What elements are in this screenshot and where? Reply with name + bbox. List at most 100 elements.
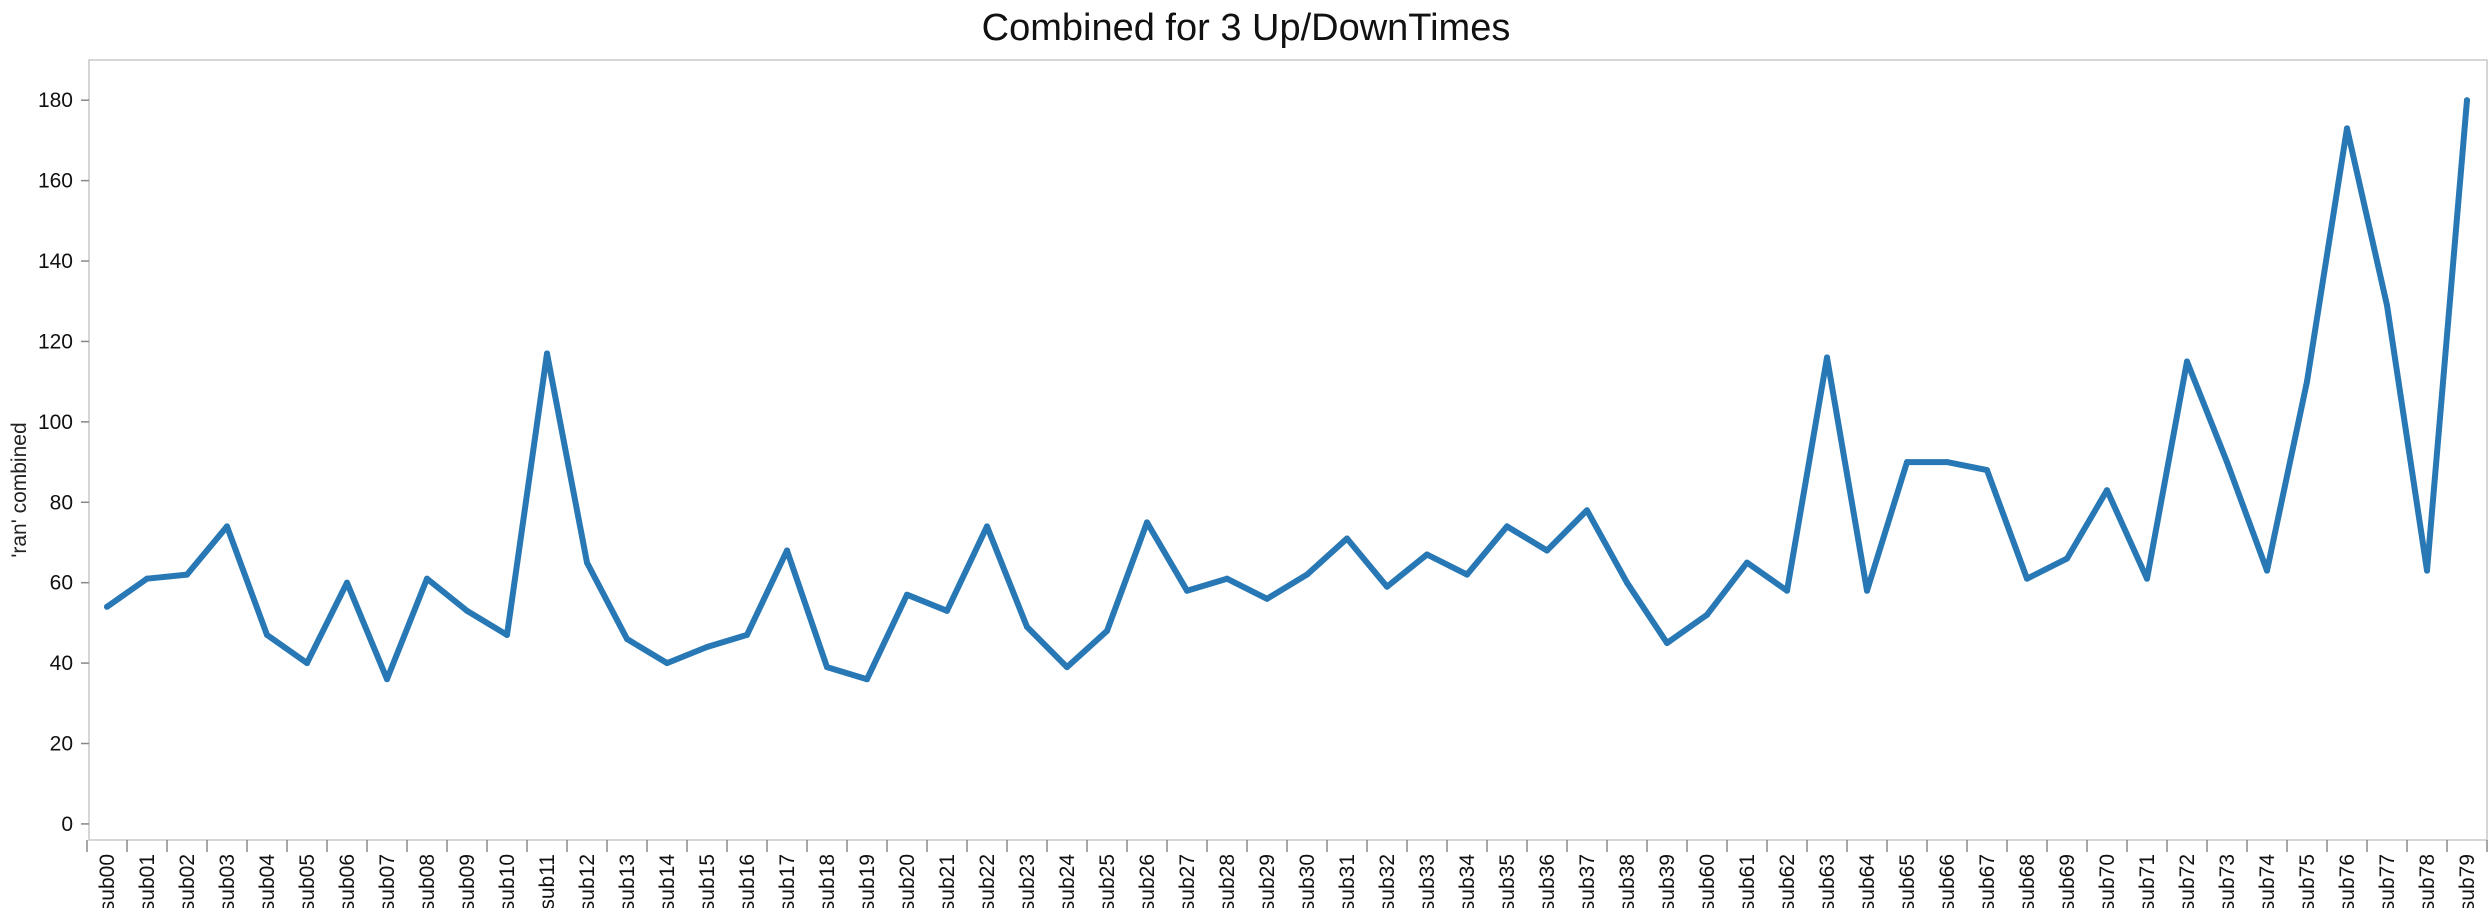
data-point	[1904, 459, 1910, 466]
x-tick-label: sub64	[1856, 854, 1879, 908]
data-point	[1504, 523, 1510, 530]
x-tick-label: sub23	[1016, 854, 1039, 908]
x-tick-label: sub38	[1616, 854, 1639, 908]
x-tick-label: sub67	[1976, 854, 1999, 908]
data-point	[2344, 125, 2350, 132]
data-point	[584, 559, 590, 566]
series-line	[104, 97, 2470, 683]
x-tick-label: sub29	[1256, 854, 1279, 908]
x-tick-label: sub03	[216, 854, 239, 908]
data-point	[784, 547, 790, 554]
x-tick-label: sub04	[256, 854, 279, 908]
data-point	[984, 523, 990, 530]
data-point	[2224, 459, 2230, 466]
x-tick-label: sub70	[2096, 854, 2119, 908]
x-tick-label: sub13	[616, 854, 639, 908]
x-tick-label: sub02	[176, 854, 199, 908]
x-tick-label: sub22	[976, 854, 999, 908]
x-tick-label: sub34	[1456, 854, 1479, 908]
data-point	[1624, 579, 1630, 586]
x-tick-label: sub31	[1336, 854, 1359, 908]
y-tick-label: 100	[38, 411, 73, 434]
x-tick-label: sub18	[816, 854, 839, 908]
data-point	[1304, 571, 1310, 578]
data-point	[1424, 551, 1430, 558]
x-tick-label: sub36	[1536, 854, 1559, 908]
data-point	[824, 664, 830, 671]
data-point	[1184, 587, 1190, 594]
x-tick-label: sub77	[2376, 854, 2399, 908]
data-point	[104, 603, 110, 610]
x-tick-label: sub00	[96, 854, 119, 908]
data-point	[2464, 97, 2470, 104]
x-tick-label: sub21	[936, 854, 959, 908]
x-tick-label: sub68	[2016, 854, 2039, 908]
x-tick-label: sub30	[1296, 854, 1319, 908]
x-tick-label: sub37	[1576, 854, 1599, 908]
data-point	[1944, 459, 1950, 466]
y-tick-label: 120	[38, 330, 73, 353]
x-tick-label: sub09	[456, 854, 479, 908]
data-point	[624, 635, 630, 642]
data-point	[1984, 467, 1990, 474]
data-point	[224, 523, 230, 530]
data-point	[944, 607, 950, 614]
y-axis-label: 'ran' combined	[8, 422, 31, 557]
x-tick-label: sub39	[1656, 854, 1679, 908]
x-tick-label: sub71	[2136, 854, 2159, 908]
x-tick-label: sub01	[136, 854, 159, 908]
data-point	[2104, 487, 2110, 494]
data-point	[344, 579, 350, 586]
data-point	[2304, 378, 2310, 385]
series-group	[104, 97, 2470, 683]
data-point	[504, 631, 510, 638]
x-tick-label: sub63	[1816, 854, 1839, 908]
x-tick-label: sub08	[416, 854, 439, 908]
data-point	[1024, 623, 1030, 630]
x-tick-label: sub28	[1216, 854, 1239, 908]
y-tick-label: 80	[50, 491, 73, 514]
x-tick-label: sub61	[1736, 854, 1759, 908]
data-point	[864, 676, 870, 683]
y-tick-label: 20	[50, 733, 73, 756]
data-point	[1784, 587, 1790, 594]
data-point	[1224, 575, 1230, 582]
x-tick-label: sub05	[296, 854, 319, 908]
data-point	[704, 644, 710, 651]
data-point	[464, 607, 470, 614]
x-tick-label: sub07	[376, 854, 399, 908]
data-point	[1544, 547, 1550, 554]
x-tick-label: sub20	[896, 854, 919, 908]
data-point	[904, 591, 910, 598]
data-point	[2184, 358, 2190, 365]
data-point	[1464, 571, 1470, 578]
data-point	[264, 631, 270, 638]
y-tick-label: 40	[50, 652, 73, 675]
y-tick-label: 140	[38, 250, 73, 273]
x-tick-label: sub60	[1696, 854, 1719, 908]
data-point	[1104, 627, 1110, 634]
y-tick-label: 0	[61, 813, 73, 836]
data-point	[1264, 595, 1270, 602]
data-point	[744, 631, 750, 638]
x-tick-label: sub24	[1056, 854, 1079, 908]
x-axis: sub00 sub01 sub02 sub03 sub04 sub05 sub06 sub07…	[86, 840, 2488, 908]
data-point	[1704, 611, 1710, 618]
data-point	[2264, 567, 2270, 574]
data-point	[2144, 575, 2150, 582]
x-tick-label: sub72	[2176, 854, 2199, 908]
data-point	[424, 575, 430, 582]
x-tick-label: sub65	[1896, 854, 1919, 908]
x-tick-label: sub78	[2416, 854, 2439, 908]
plot-frame	[88, 59, 2488, 841]
data-point	[1824, 354, 1830, 361]
x-tick-label: sub11	[536, 854, 559, 908]
x-tick-label: sub32	[1376, 854, 1399, 908]
data-point	[184, 571, 190, 578]
data-point	[2384, 302, 2390, 309]
chart-title: Combined for 3 Up/DownTimes	[982, 7, 1511, 49]
x-tick-label: sub19	[856, 854, 879, 908]
data-point	[1064, 664, 1070, 671]
data-point	[384, 676, 390, 683]
